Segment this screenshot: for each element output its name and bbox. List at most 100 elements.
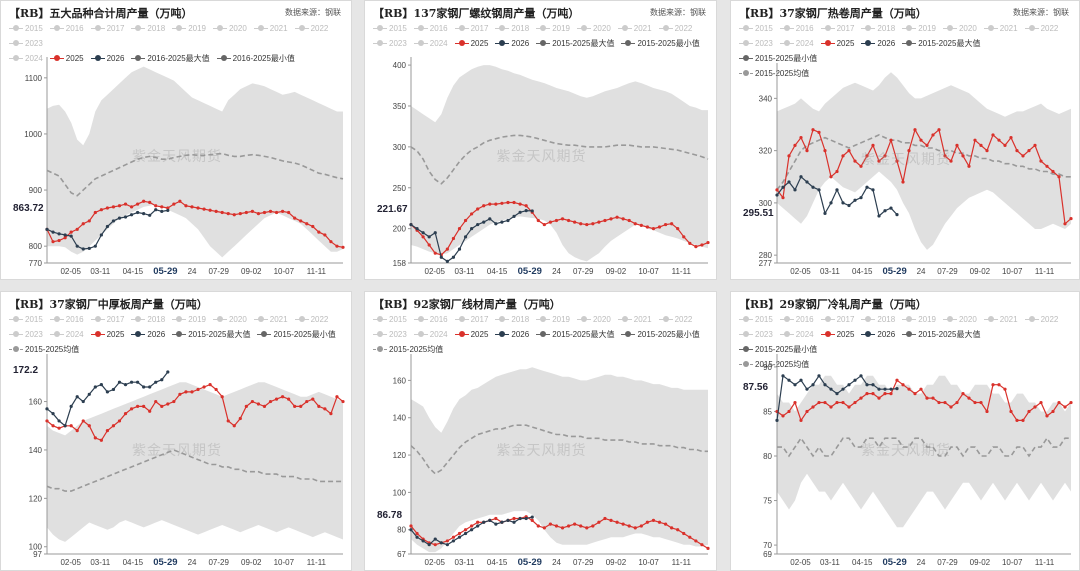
series-2025-point xyxy=(323,407,327,411)
legend-item[interactable]: 2018 xyxy=(861,21,895,36)
legend-item[interactable]: 2018 xyxy=(495,21,529,36)
legend-item[interactable]: 2015-2025最大值 xyxy=(902,36,980,51)
legend-item[interactable]: 2020 xyxy=(942,312,977,327)
legend-item[interactable]: 2015-2025最小值 xyxy=(621,36,700,51)
legend-item[interactable]: 2025 xyxy=(90,327,124,342)
legend-item[interactable]: 2021 xyxy=(617,21,652,36)
legend-item[interactable]: 2020 xyxy=(942,21,977,36)
legend-item[interactable]: 2018 xyxy=(131,21,165,36)
legend-item[interactable]: 2025 xyxy=(820,36,854,51)
legend-item[interactable]: 2015-2025最小值 xyxy=(257,327,336,342)
legend-item[interactable]: 2015-2025均值 xyxy=(739,66,809,81)
legend-item[interactable]: 2021 xyxy=(617,312,652,327)
legend-item[interactable]: 2020 xyxy=(576,312,611,327)
series-2026-point xyxy=(781,185,785,189)
legend-item[interactable]: 2018 xyxy=(861,312,895,327)
legend-item[interactable]: 2016 xyxy=(413,21,448,36)
legend-item[interactable]: 2015-2025最大值 xyxy=(172,327,250,342)
legend-item[interactable]: 2015-2025最大值 xyxy=(536,36,614,51)
legend-item[interactable]: 2026 xyxy=(131,327,165,342)
legend-item[interactable]: 2026 xyxy=(90,51,124,66)
legend-item[interactable]: 2026 xyxy=(495,327,529,342)
legend-item[interactable]: 2017 xyxy=(90,312,124,327)
legend-item[interactable]: 2017 xyxy=(820,312,854,327)
legend-item[interactable]: 2024 xyxy=(779,36,814,51)
legend-item[interactable]: 2022 xyxy=(294,312,328,327)
legend-item[interactable]: 2023 xyxy=(9,327,43,342)
legend-item[interactable]: 2015-2025均值 xyxy=(9,342,79,357)
legend-item[interactable]: 2015-2025最大值 xyxy=(536,327,614,342)
legend-item[interactable]: 2020 xyxy=(576,21,611,36)
series-2025-point xyxy=(208,383,212,387)
legend-marker-icon xyxy=(779,39,794,47)
series-2025-point xyxy=(1057,400,1061,405)
legend-item[interactable]: 2023 xyxy=(373,327,407,342)
legend-item[interactable]: 2018 xyxy=(495,312,529,327)
legend-item[interactable]: 2020 xyxy=(212,21,247,36)
legend-item[interactable]: 2024 xyxy=(779,327,814,342)
legend-item[interactable]: 2016 xyxy=(779,21,814,36)
legend-item[interactable]: 2015-2025均值 xyxy=(739,357,809,372)
legend-item[interactable]: 2025 xyxy=(454,36,488,51)
legend-item[interactable]: 2021 xyxy=(253,21,288,36)
legend-item[interactable]: 2016-2025最小值 xyxy=(216,51,295,66)
legend-item[interactable]: 2025 xyxy=(49,51,84,66)
legend-item[interactable]: 2017 xyxy=(454,21,488,36)
legend-item[interactable]: 2023 xyxy=(373,36,407,51)
legend-item[interactable]: 2015-2025最小值 xyxy=(621,327,700,342)
legend-item[interactable]: 2019 xyxy=(172,21,206,36)
legend-item[interactable]: 2025 xyxy=(454,327,488,342)
legend-item[interactable]: 2015 xyxy=(739,312,773,327)
series-2026-point xyxy=(883,209,887,213)
legend-item[interactable]: 2022 xyxy=(658,21,692,36)
legend-item[interactable]: 2015-2025最小值 xyxy=(739,342,817,357)
legend-item[interactable]: 2020 xyxy=(212,312,247,327)
x-tick-label: 07-29 xyxy=(573,558,594,567)
legend-item[interactable]: 2016-2025最大值 xyxy=(131,51,210,66)
legend-item[interactable]: 2026 xyxy=(495,36,529,51)
legend-item[interactable]: 2024 xyxy=(49,327,84,342)
legend-item[interactable]: 2019 xyxy=(902,21,936,36)
legend-item[interactable]: 2026 xyxy=(861,327,895,342)
legend-item[interactable]: 2015 xyxy=(373,312,407,327)
legend-marker-icon xyxy=(861,330,876,338)
legend-item[interactable]: 2022 xyxy=(1024,312,1058,327)
legend-item[interactable]: 2015-2025均值 xyxy=(373,342,443,357)
legend-item[interactable]: 2021 xyxy=(983,312,1018,327)
legend-item[interactable]: 2024 xyxy=(9,51,43,66)
legend-item[interactable]: 2019 xyxy=(536,21,570,36)
legend-item[interactable]: 2015-2025最小值 xyxy=(739,51,817,66)
legend-item[interactable]: 2016 xyxy=(49,21,84,36)
legend-item[interactable]: 2024 xyxy=(413,36,448,51)
legend-item[interactable]: 2015-2025最大值 xyxy=(902,327,980,342)
legend-item[interactable]: 2021 xyxy=(253,312,288,327)
legend-item[interactable]: 2017 xyxy=(820,21,854,36)
legend-item[interactable]: 2015 xyxy=(9,312,43,327)
legend-item[interactable]: 2017 xyxy=(90,21,124,36)
legend-item[interactable]: 2015 xyxy=(739,21,773,36)
legend-item[interactable]: 2015 xyxy=(373,21,407,36)
legend-item[interactable]: 2018 xyxy=(131,312,165,327)
legend-item[interactable]: 2026 xyxy=(861,36,895,51)
legend-item[interactable]: 2023 xyxy=(739,36,773,51)
legend-item[interactable]: 2023 xyxy=(739,327,773,342)
legend-item[interactable]: 2019 xyxy=(172,312,206,327)
legend-item[interactable]: 2015 xyxy=(9,21,43,36)
x-tick-label: 02-05 xyxy=(60,267,81,276)
legend-marker-icon xyxy=(90,54,105,62)
legend-item[interactable]: 2016 xyxy=(779,312,814,327)
legend-item[interactable]: 2022 xyxy=(1024,21,1058,36)
legend-item[interactable]: 2017 xyxy=(454,312,488,327)
legend-item[interactable]: 2021 xyxy=(983,21,1018,36)
legend-item[interactable]: 2023 xyxy=(9,36,43,51)
legend-marker-icon xyxy=(739,315,753,323)
legend-marker-icon xyxy=(373,39,387,47)
legend-item[interactable]: 2019 xyxy=(902,312,936,327)
legend-item[interactable]: 2022 xyxy=(658,312,692,327)
legend-item[interactable]: 2025 xyxy=(820,327,854,342)
legend-item[interactable]: 2016 xyxy=(49,312,84,327)
legend-item[interactable]: 2016 xyxy=(413,312,448,327)
legend-item[interactable]: 2019 xyxy=(536,312,570,327)
legend-item[interactable]: 2022 xyxy=(294,21,328,36)
legend-item[interactable]: 2024 xyxy=(413,327,448,342)
